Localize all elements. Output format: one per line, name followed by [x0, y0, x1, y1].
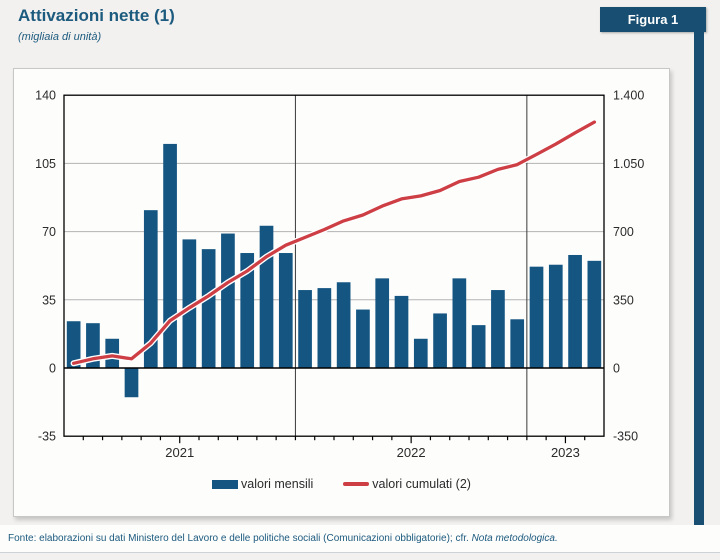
bar-valori-mensili	[356, 309, 370, 368]
right-axis-label: 0	[613, 362, 620, 376]
left-axis-label: 0	[49, 362, 56, 376]
bar-valori-mensili	[221, 233, 235, 368]
bar-valori-mensili	[433, 313, 447, 368]
right-axis-label: -350	[613, 430, 638, 444]
right-axis-label: 1.400	[613, 89, 644, 103]
bar-valori-mensili	[259, 225, 274, 368]
source-note: Fonte: elaborazioni su dati Ministero de…	[8, 533, 558, 544]
bar-valori-mensili	[548, 264, 563, 368]
legend-item-cumulative: valori cumulati (2)	[343, 477, 471, 491]
bar-valori-mensili	[163, 143, 177, 368]
left-axis-label: -35	[38, 430, 56, 444]
bar-valori-mensili	[278, 253, 293, 368]
bar-valori-mensili	[124, 368, 139, 398]
page-subtitle: (migliaia di unità)	[18, 31, 102, 43]
bar-valori-mensili	[143, 210, 158, 368]
right-axis-label: 350	[613, 293, 634, 307]
chart-legend: valori mensili valori cumulati (2)	[14, 477, 669, 491]
right-axis-label: 1.050	[613, 157, 644, 171]
bar-valori-mensili	[66, 321, 81, 368]
bar-valori-mensili	[491, 290, 505, 368]
bar-valori-mensili	[471, 325, 486, 368]
side-accent-stripe	[694, 8, 704, 552]
bar-valori-mensili	[529, 266, 544, 368]
page-title: Attivazioni nette (1)	[18, 6, 175, 25]
year-label: 2023	[551, 445, 580, 460]
bar-valori-mensili	[510, 319, 525, 368]
bar-valori-mensili	[201, 249, 216, 368]
figure-badge: Figura 1	[600, 7, 706, 32]
monthly-values-swatch-icon	[212, 479, 239, 489]
bar-valori-mensili	[394, 295, 409, 368]
bar-valori-mensili	[413, 338, 428, 368]
left-axis-label: 105	[35, 157, 56, 171]
bar-valori-mensili	[182, 239, 197, 368]
cumulative-values-swatch-icon	[343, 482, 370, 486]
legend-label-monthly: valori mensili	[241, 477, 314, 491]
left-axis-label: 70	[42, 225, 56, 239]
chart-panel: 140 105 70 35 0 -35 1.400 1.050 700 350 0 -350 2021 2…	[13, 68, 670, 517]
bar-valori-mensili	[568, 254, 582, 368]
right-axis-label: 700	[613, 225, 634, 239]
legend-item-monthly: valori mensili	[212, 477, 313, 491]
bar-valori-mensili	[336, 282, 351, 368]
left-axis-label: 35	[42, 293, 56, 307]
bar-valori-mensili	[587, 260, 602, 368]
year-label: 2021	[165, 445, 194, 460]
footer: Fonte: elaborazioni su dati Ministero de…	[0, 525, 720, 553]
line-valori-cumulati	[71, 120, 597, 365]
bar-valori-mensili	[317, 288, 332, 368]
left-axis-label: 140	[35, 89, 56, 103]
bar-valori-mensili	[375, 278, 390, 368]
year-label: 2022	[397, 445, 426, 460]
bar-valori-mensili	[298, 290, 312, 368]
legend-label-cumulative: valori cumulati (2)	[372, 477, 471, 491]
bar-valori-mensili	[240, 253, 255, 368]
bar-valori-mensili	[452, 278, 467, 368]
